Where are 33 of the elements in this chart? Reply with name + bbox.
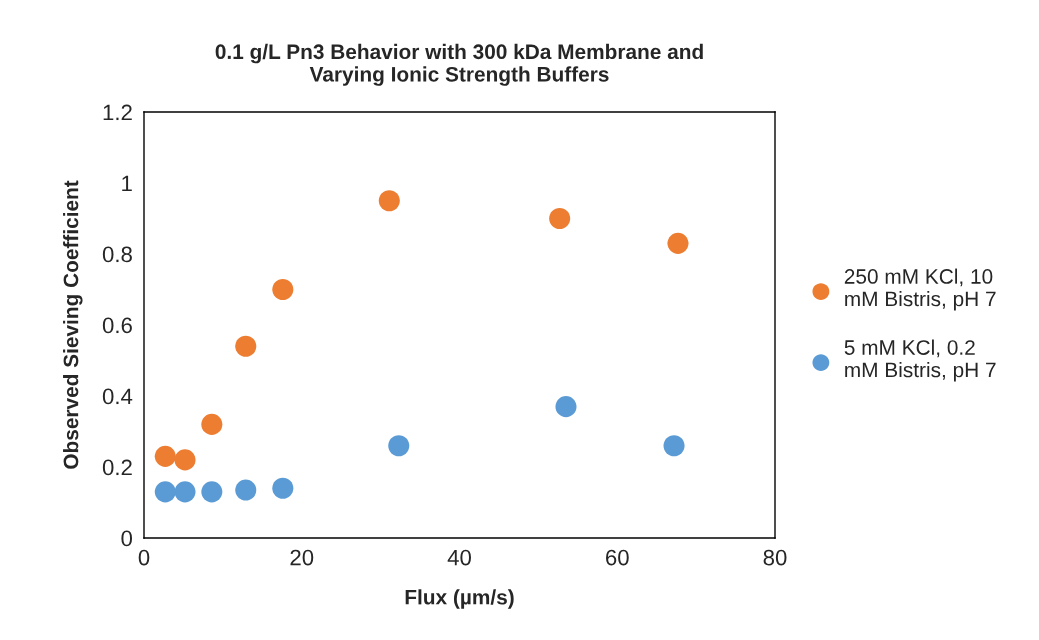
point <box>201 413 223 435</box>
point <box>667 232 689 254</box>
y-tick-label: 0.8 <box>102 246 132 263</box>
x-tick-label: 60 <box>606 549 629 566</box>
point <box>663 435 685 457</box>
point <box>388 435 410 457</box>
y-tick-label: 0.6 <box>102 317 132 334</box>
point <box>174 449 196 471</box>
point <box>555 396 577 418</box>
point <box>378 190 400 212</box>
legend-label: 5 mM KCl, 0.2 mM Bistris, pH 7 <box>844 339 996 382</box>
x-tick-label: 0 <box>138 549 150 566</box>
point <box>174 481 196 503</box>
point <box>549 207 571 230</box>
point <box>154 481 176 503</box>
y-tick-label: 1 <box>122 175 132 192</box>
y-tick-label: 0.4 <box>102 388 133 405</box>
x-tick-label: 20 <box>290 549 314 566</box>
x-tick-label: 80 <box>763 549 787 566</box>
x-axis-title: Flux (µm/s) <box>405 589 514 609</box>
y-axis-title: Observed Sieving Coefficient <box>63 180 83 469</box>
point <box>235 335 257 357</box>
legend-label: 250 mM KCl, 10 mM Bistris, pH 7 <box>844 268 996 311</box>
x-tick-label: 40 <box>447 549 471 566</box>
y-tick-label: 1.2 <box>103 104 132 121</box>
y-tick-label: 0.2 <box>102 459 132 476</box>
chart-title: 0.1 g/L Pn3 Behavior with 300 kDa Membrane and Varying Ionic Strength Buffers <box>215 43 703 86</box>
point <box>235 479 257 501</box>
point <box>272 278 294 301</box>
point <box>154 445 176 467</box>
y-tick-label: 0 <box>121 530 133 547</box>
point <box>272 477 294 499</box>
point <box>201 481 223 503</box>
